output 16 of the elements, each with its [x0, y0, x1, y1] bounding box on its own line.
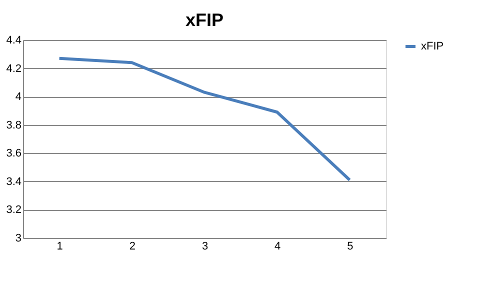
- x-tick-label: 1: [56, 240, 63, 252]
- legend-label: xFIP: [421, 40, 444, 52]
- y-tick-label: 3.6: [6, 148, 22, 160]
- x-tick-label: 3: [202, 240, 208, 252]
- y-tick-label: 4.2: [6, 62, 22, 75]
- y-tick-label: 4: [15, 91, 22, 104]
- chart-title: xFIP: [185, 10, 224, 30]
- x-tick-label: 4: [274, 240, 281, 252]
- x-tick-label: 5: [347, 240, 354, 252]
- y-tick-label: 4.4: [6, 34, 22, 46]
- line-series: [58, 56, 352, 182]
- y-tick-label: 3.4: [6, 176, 22, 188]
- y-tick-label: 3.8: [6, 119, 22, 132]
- y-tick-label: 3: [15, 232, 22, 244]
- x-tick-label: 2: [129, 240, 136, 252]
- y-tick-label: 3.2: [6, 204, 22, 216]
